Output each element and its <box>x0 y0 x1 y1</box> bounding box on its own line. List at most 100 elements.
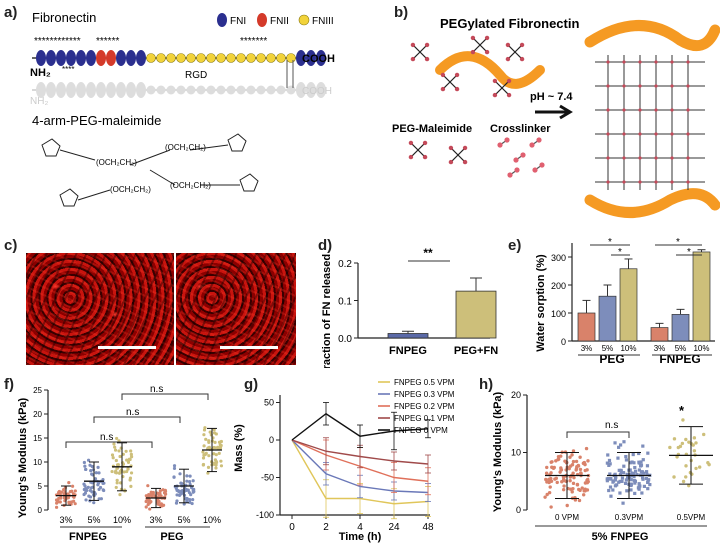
fibronectin-diagram: Fibronectin FNI FNII FNIII ************ … <box>30 10 335 207</box>
h-data-point <box>575 482 580 487</box>
h-data-point <box>637 482 641 486</box>
f-y-tick-label: 10 <box>33 458 42 467</box>
panel-c: c) <box>0 233 300 368</box>
f-data-point <box>213 458 217 462</box>
h-data-point <box>579 471 583 475</box>
h-y-tick-label: 20 <box>511 390 521 400</box>
d-category-label: FNPEG <box>389 345 427 357</box>
h-data-point <box>605 461 609 465</box>
f-data-point <box>119 481 123 485</box>
crosslinker-end <box>497 142 503 148</box>
h-data-point <box>561 487 566 492</box>
f-data-point <box>115 478 119 482</box>
h-data-point <box>621 501 625 505</box>
time-xlabel: Time (h) <box>339 531 382 543</box>
h-data-point <box>611 480 615 484</box>
panel-f-label: f) <box>4 376 14 393</box>
maleimide-end <box>470 49 476 55</box>
h-data-point <box>559 468 564 472</box>
f-data-point <box>214 453 218 457</box>
f-data-point <box>70 489 74 493</box>
f-data-point <box>72 499 76 503</box>
f-data-point <box>116 463 120 467</box>
h-data-point <box>549 505 553 509</box>
h-data-point <box>608 485 613 489</box>
network-node <box>638 60 642 64</box>
fniii-module-ghost <box>216 85 226 95</box>
f-data-point <box>188 474 192 478</box>
f-category-label: 5% <box>177 515 190 525</box>
maleimide-end <box>424 42 430 48</box>
f-data-point <box>188 480 192 484</box>
h-data-point <box>676 445 681 450</box>
e-category-label: 5% <box>602 344 614 353</box>
f-data-point <box>115 466 119 470</box>
peg-arm-2: (OCH₂CH₂) <box>165 143 206 152</box>
f-data-point <box>207 439 211 443</box>
fni-module <box>36 50 46 66</box>
f-data-point <box>102 488 106 493</box>
fluorescence-image-2 <box>176 253 296 365</box>
h-data-point <box>617 445 621 449</box>
nh2-ghost-label: NH₂ <box>30 96 48 107</box>
fn-release-sig: ** <box>423 246 433 260</box>
network-node <box>670 84 674 88</box>
h-data-point <box>629 478 633 482</box>
f-category-label: 5% <box>87 515 100 525</box>
g-legend-label: FNPEG 0 VPM <box>394 426 448 435</box>
h-data-point <box>574 459 579 464</box>
f-data-point <box>114 469 118 473</box>
fniii-module-ghost <box>226 85 236 95</box>
maleimide-end <box>454 72 460 78</box>
five-pct-fnpeg-label: 5% FNPEG <box>592 531 649 543</box>
group-peg: PEG <box>599 352 624 366</box>
f-data-point <box>180 482 184 486</box>
h-data-point <box>577 498 582 503</box>
h-data-point <box>621 471 626 475</box>
ns-3: n.s <box>150 384 163 395</box>
e-bar <box>598 295 617 342</box>
module-ghost <box>106 82 116 98</box>
f-data-point <box>156 502 160 506</box>
network-node <box>686 60 690 64</box>
h-data-point <box>619 469 623 474</box>
f-data-point <box>212 431 217 435</box>
e-bar <box>671 314 690 342</box>
h-data-point <box>617 468 621 472</box>
peg-arm-1: (OCH₂CH₂) <box>96 158 137 167</box>
f-category-label: 10% <box>113 515 131 525</box>
network-node <box>606 108 610 112</box>
f-y-tick-label: 0 <box>38 506 43 515</box>
f-y-tick-label: 20 <box>33 410 42 419</box>
f-data-point <box>117 471 122 475</box>
f-data-point <box>191 497 195 502</box>
e-bar <box>577 312 596 342</box>
maleimide-end <box>440 86 446 92</box>
h-data-point <box>545 492 549 497</box>
f-data-point <box>112 442 116 446</box>
h-data-point <box>574 468 578 472</box>
fibronectin-chain-ghost <box>36 82 326 98</box>
h-data-point <box>687 440 691 444</box>
h-data-point <box>613 441 617 445</box>
fniii-module-ghost <box>156 85 166 95</box>
network-node <box>654 108 658 112</box>
h-data-point <box>583 462 587 466</box>
h-data-point <box>648 483 652 487</box>
h-data-point <box>646 451 650 455</box>
h-data-point <box>637 461 641 465</box>
f-data-point <box>118 454 122 459</box>
panel-a: a) Fibronectin FNI FNII FNIII **********… <box>0 0 360 230</box>
maleimide-end <box>408 154 414 160</box>
h-data-point <box>622 440 626 444</box>
fniii-module-ghost <box>206 85 216 95</box>
f-data-point <box>175 493 179 497</box>
f-data-point <box>204 437 208 441</box>
panel-h: h) Young's Modulus (kPa) 5% FNPEG n.s * … <box>475 370 720 546</box>
network-node <box>606 156 610 160</box>
f-data-point <box>58 500 62 504</box>
fniii-module <box>176 53 186 63</box>
f-data-point <box>121 452 125 456</box>
network-node <box>638 180 642 184</box>
h-data-point <box>607 458 612 463</box>
